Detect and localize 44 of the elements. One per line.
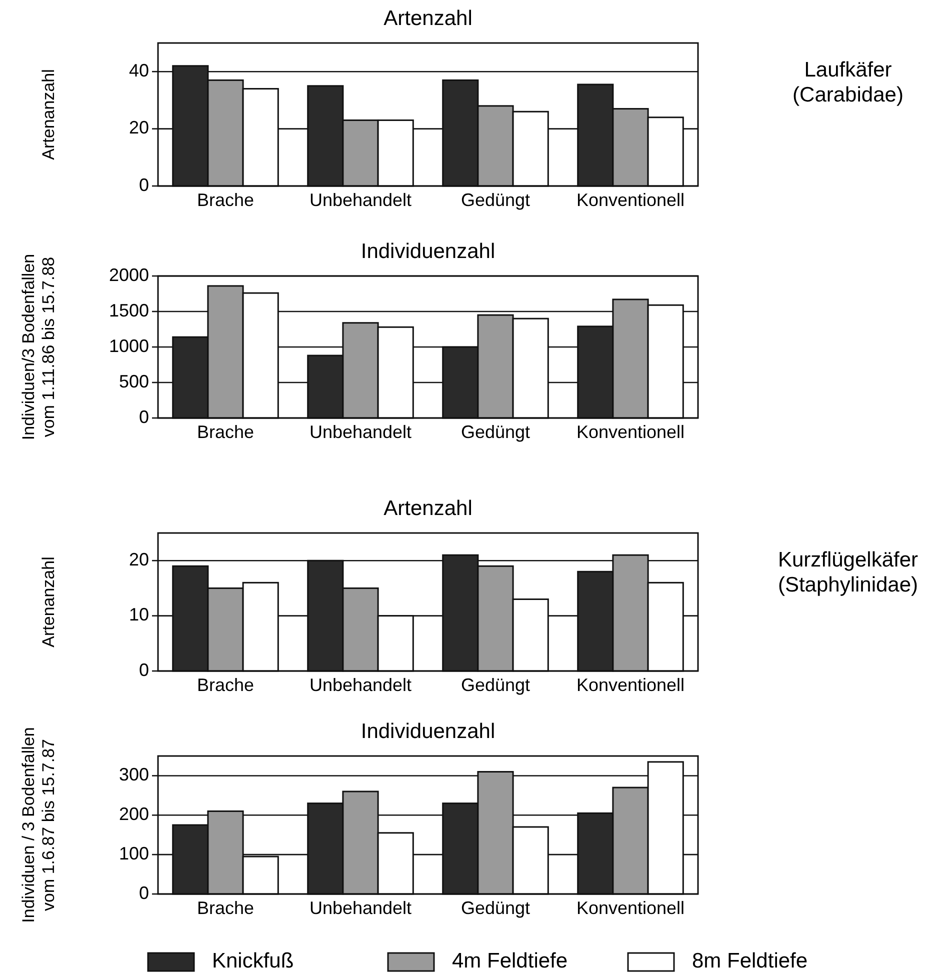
chart-title: Individuenzahl xyxy=(360,720,496,743)
x-tick-label: Unbehandelt xyxy=(309,675,412,695)
x-tick-label: Konventionell xyxy=(576,675,685,695)
legend-label: Knickfuß xyxy=(212,950,294,973)
y-tick-label: 300 xyxy=(118,764,149,784)
x-tick-label: Konventionell xyxy=(576,898,685,918)
y-tick-label: 100 xyxy=(118,843,149,864)
y-tick-label: 20 xyxy=(128,549,149,570)
x-tick-label: Konventionell xyxy=(576,422,685,442)
x-tick-label: Brache xyxy=(196,675,254,695)
x-tick-label: Gedüngt xyxy=(460,675,530,695)
x-tick-label: Brache xyxy=(196,422,254,442)
chart-title: Individuenzahl xyxy=(360,240,496,263)
x-tick-label: Konventionell xyxy=(576,190,685,210)
text: Laufkäfer (Carabidae) xyxy=(792,58,904,106)
y-tick-label: 0 xyxy=(138,660,149,680)
chart-title: Artenzahl xyxy=(384,7,472,30)
text: Kurzflügelkäfer (Staphylinidae) xyxy=(778,548,918,596)
y-tick-label: 0 xyxy=(138,406,149,427)
y-axis-title: Individuen/3 Bodenfallen vom 1.11.86 bis 15.7.88 xyxy=(19,254,59,440)
y-axis-title: Artenanzahl xyxy=(39,556,58,648)
x-tick-label: Gedüngt xyxy=(460,422,530,442)
y-tick-label: 40 xyxy=(128,60,149,80)
y-tick-label: 1000 xyxy=(108,336,149,356)
legend-label: 4m Feldtiefe xyxy=(452,950,568,973)
y-axis-title: Individuen / 3 Bodenfallen vom 1.6.87 bis 15.7.87 xyxy=(19,727,59,923)
x-tick-label: Brache xyxy=(196,190,254,210)
y-tick-label: 0 xyxy=(138,174,149,195)
y-tick-label: 20 xyxy=(128,118,149,138)
y-tick-label: 10 xyxy=(128,604,149,625)
legend-label: 8m Feldtiefe xyxy=(692,950,808,973)
y-tick-label: 1500 xyxy=(108,300,149,320)
y-axis-title: Artenanzahl xyxy=(39,69,58,160)
y-tick-label: 2000 xyxy=(108,264,149,285)
chart-title: Artenzahl xyxy=(384,497,472,520)
y-tick-label: 500 xyxy=(118,371,149,392)
x-tick-label: Unbehandelt xyxy=(309,422,412,442)
x-tick-label: Gedüngt xyxy=(460,898,530,918)
y-tick-label: 0 xyxy=(138,882,149,903)
x-tick-label: Brache xyxy=(196,898,254,918)
x-tick-label: Unbehandelt xyxy=(309,898,412,918)
y-tick-label: 200 xyxy=(118,804,149,824)
x-tick-label: Gedüngt xyxy=(460,190,530,210)
x-tick-label: Unbehandelt xyxy=(309,190,412,210)
